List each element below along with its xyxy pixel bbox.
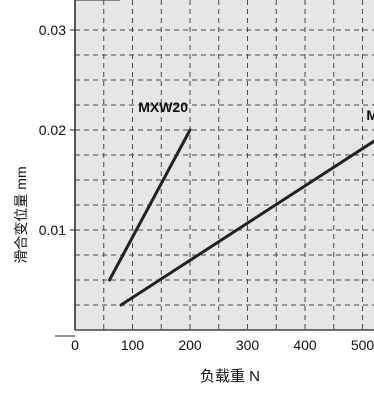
x-tick-label: 500 [351, 337, 374, 353]
x-tick-label: 300 [236, 337, 260, 353]
y-axis-title: 滑合变位量 mm [13, 166, 29, 263]
y-tick-label: 0.03 [39, 22, 66, 38]
x-tick-label: 200 [178, 337, 202, 353]
x-tick-label: 0 [71, 337, 79, 353]
x-tick-label: 400 [293, 337, 317, 353]
y-tick-label: 0.01 [39, 222, 66, 238]
series-label-mxw25: MXW25 [366, 107, 374, 123]
series-label-mxw20: MXW20 [138, 99, 188, 115]
x-tick-label: 100 [121, 337, 145, 353]
y-tick-label: 0.02 [39, 122, 66, 138]
x-axis-title: 负载重 N [200, 368, 260, 385]
